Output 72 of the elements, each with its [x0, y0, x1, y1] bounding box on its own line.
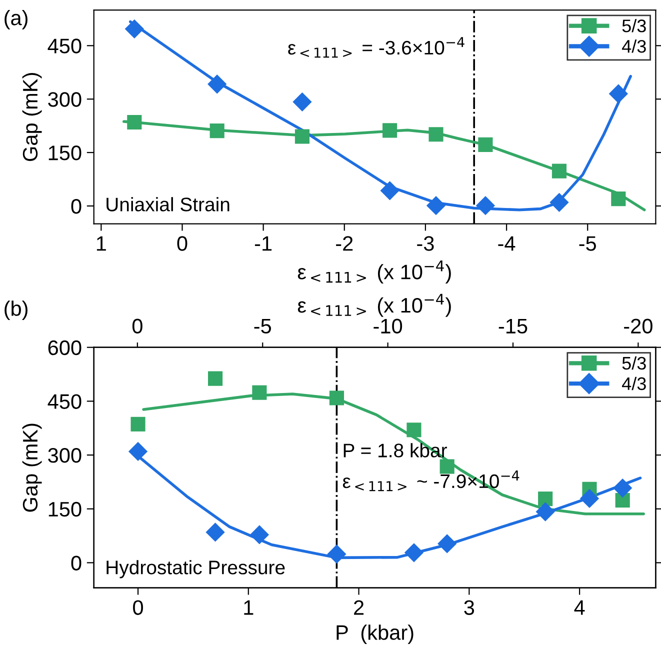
y-axis-title: Gap (mK)	[22, 73, 42, 161]
annotation: Hydrostatic Pressure	[106, 560, 285, 578]
point	[124, 19, 144, 38]
y-tick-label: 450	[48, 38, 82, 54]
point	[552, 164, 567, 178]
x-tick-label: -5	[579, 236, 596, 251]
x2-tick-label: -20	[624, 318, 652, 334]
x-tick-label: 0	[133, 600, 143, 615]
annotation: Uniaxial Strain	[106, 197, 230, 212]
legend-label: 5/3	[622, 19, 646, 32]
x-tick-label: 4	[574, 600, 585, 615]
y-tick-label: 0	[71, 198, 82, 214]
y-tick-label: 0	[71, 556, 82, 570]
x2-tick-label: 0	[132, 318, 142, 334]
point	[130, 416, 146, 432]
point	[208, 371, 223, 386]
x-tick-label: -1	[254, 236, 272, 251]
point	[382, 123, 398, 138]
x-tick-label: 0	[177, 236, 188, 251]
point	[208, 74, 227, 94]
y-tick-label: 150	[48, 146, 82, 160]
x2-tick-label: -10	[374, 318, 402, 334]
point	[613, 478, 632, 498]
x-tick-label: 2	[354, 600, 364, 615]
point	[536, 502, 555, 522]
legend-label: 4/3	[622, 376, 646, 390]
y-tick-label: 600	[48, 340, 82, 356]
point	[608, 84, 628, 104]
x-axis-title: P (kbar)	[336, 624, 414, 644]
x-tick-label: -4	[498, 236, 516, 251]
x2-tick-label: -15	[498, 318, 528, 334]
legend-label: 5/3	[622, 356, 646, 370]
y-axis-title: Gap (mK)	[22, 424, 42, 512]
text: (a)	[4, 10, 28, 30]
text: (b)	[4, 300, 28, 320]
point	[206, 522, 225, 542]
point	[538, 492, 553, 506]
x-tick-label: -2	[336, 236, 353, 251]
point	[294, 129, 310, 144]
x-tick-label: 3	[464, 600, 474, 615]
point	[428, 127, 444, 142]
point	[329, 390, 344, 406]
x-tick-label: 1	[96, 236, 106, 251]
x2-axis-title: ε$_{<111>}$ (x 10$^{−4}$)	[298, 294, 451, 317]
y-tick-label: 150	[48, 502, 82, 517]
point	[406, 422, 422, 438]
point	[550, 192, 569, 212]
point	[478, 137, 493, 152]
point	[611, 192, 626, 206]
point	[440, 459, 454, 474]
x-tick-label: -3	[417, 236, 434, 251]
point	[404, 543, 424, 562]
point	[327, 544, 346, 564]
point	[210, 124, 224, 138]
point	[476, 196, 496, 216]
legend-label: 4/3	[622, 39, 646, 53]
x2-tick-label: -5	[254, 318, 272, 334]
y-tick-label: 300	[48, 448, 82, 463]
point	[128, 442, 148, 462]
point	[426, 196, 446, 216]
point	[580, 488, 600, 508]
point	[250, 525, 270, 544]
point	[380, 181, 400, 200]
point	[438, 534, 457, 554]
point	[127, 114, 142, 130]
y-tick-label: 300	[48, 92, 82, 107]
x-axis-title: ε$_{<111>}$ (x 10$^{−4}$)	[298, 260, 451, 284]
ref-line-label: ε$_{<111>}$ = -3.6×10$^{−4}$	[288, 37, 464, 58]
point	[252, 385, 267, 400]
x-tick-label: 1	[244, 600, 254, 615]
y-tick-label: 450	[48, 394, 82, 409]
point	[292, 92, 312, 112]
